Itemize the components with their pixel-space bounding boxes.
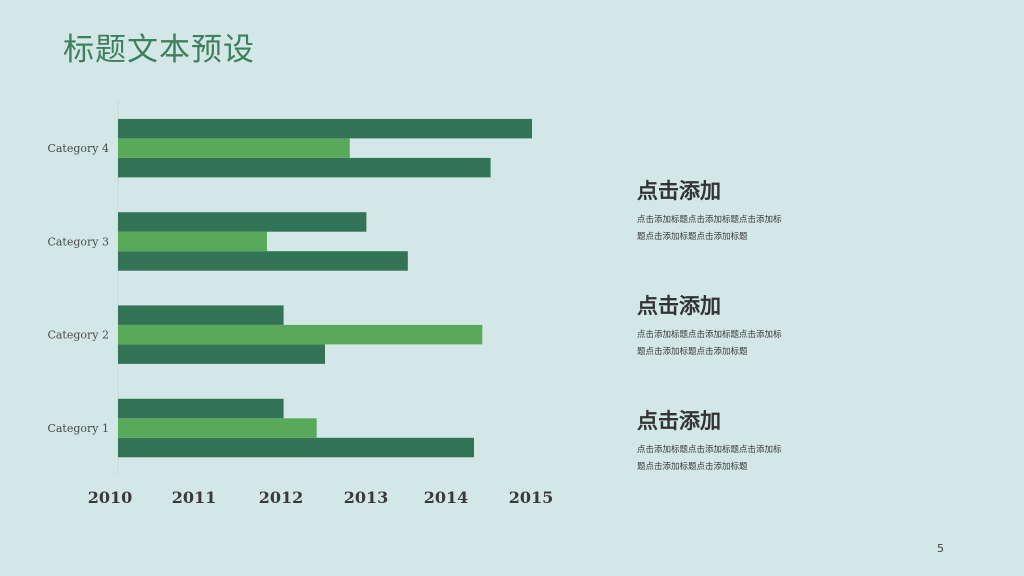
x-tick-label: 2015 <box>509 488 554 507</box>
text-block-heading[interactable]: 点击添加 <box>637 178 721 203</box>
bar-series-1-category-1 <box>118 437 474 458</box>
bar-series-2-category-2 <box>118 324 483 345</box>
text-block-body[interactable]: 点击添加标题点击添加标题点击添加标题点击添加标题点击添加标题 <box>637 215 782 242</box>
slide-title: 标题文本预设 <box>63 32 255 68</box>
category-label: Category 3 <box>47 235 109 248</box>
bar-series-3-category-1 <box>118 398 284 419</box>
x-tick-label: 2014 <box>424 488 469 507</box>
text-block-body[interactable]: 点击添加标题点击添加标题点击添加标题点击添加标题点击添加标题 <box>637 330 782 357</box>
x-tick-label: 2013 <box>344 488 389 507</box>
text-block-body[interactable]: 点击添加标题点击添加标题点击添加标题点击添加标题点击添加标题 <box>637 445 782 472</box>
bar-series-1-category-2 <box>118 344 325 364</box>
bar-chart: Category 1 Category 2 Category 3 Category 4… <box>47 100 554 507</box>
text-block-3: 点击添加 点击添加标题点击添加标题点击添加标题点击添加标题点击添加标题 <box>637 408 797 476</box>
bar-series-3-category-3 <box>118 212 367 232</box>
bar-series-2-category-1 <box>118 418 317 438</box>
category-label: Category 4 <box>47 142 109 155</box>
category-label: Category 2 <box>47 329 109 342</box>
bar-series-2-category-4 <box>118 138 350 158</box>
text-block-heading[interactable]: 点击添加 <box>637 293 721 318</box>
x-tick-label: 2010 <box>88 488 133 507</box>
page-number: 5 <box>937 542 944 555</box>
category-label: Category 1 <box>47 422 109 435</box>
bar-series-3-category-4 <box>118 118 532 139</box>
bar-series-2-category-3 <box>118 231 267 252</box>
text-block-2: 点击添加 点击添加标题点击添加标题点击添加标题点击添加标题点击添加标题 <box>637 293 797 361</box>
x-tick-label: 2012 <box>259 488 304 507</box>
bar-series-1-category-4 <box>118 157 491 178</box>
text-block-1: 点击添加 点击添加标题点击添加标题点击添加标题点击添加标题点击添加标题 <box>637 178 797 246</box>
x-tick-label: 2011 <box>172 488 217 507</box>
text-block-heading[interactable]: 点击添加 <box>637 408 721 433</box>
bar-series-3-category-2 <box>118 305 284 325</box>
bar-series-1-category-3 <box>118 251 408 271</box>
